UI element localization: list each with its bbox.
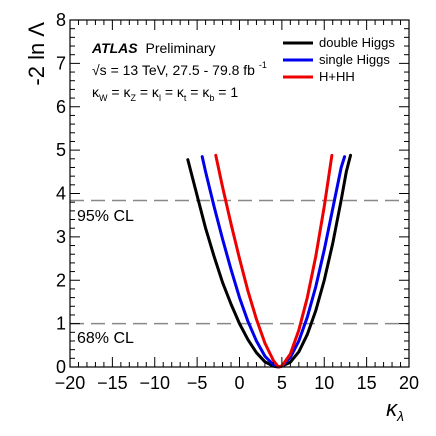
legend: double Higgs single Higgs H+HH	[283, 35, 395, 84]
legend-label-1: single Higgs	[319, 52, 390, 67]
y-tick-label: 1	[56, 314, 66, 334]
y-tick-label: 7	[56, 53, 66, 73]
legend-label-0: double Higgs	[319, 35, 395, 50]
x-tick-label: −20	[55, 373, 86, 393]
y-tick-label: 5	[56, 140, 66, 160]
y-axis-title: -2 ln Λ	[24, 22, 49, 86]
tick-labels: −20 −15 −10 −5 0 5 10 15 20 0 1 2 3 4 5 6 7 8	[55, 10, 419, 393]
y-tick-label: 0	[56, 357, 66, 377]
x-tick-label: 20	[399, 373, 419, 393]
energy-lumi-text: √s = 13 TeV, 27.5 - 79.8 fb	[92, 62, 255, 78]
axis-ticks	[69, 19, 410, 368]
x-tick-label: −5	[187, 373, 208, 393]
x-tick-label: 5	[277, 373, 287, 393]
legend-label-2: H+HH	[319, 69, 355, 84]
y-tick-label: 3	[56, 227, 66, 247]
atlas-label: ATLAS Preliminary	[91, 40, 216, 56]
cl95-label: 95% CL	[77, 208, 134, 225]
x-tick-label: 0	[234, 373, 244, 393]
x-tick-label: −15	[97, 373, 128, 393]
x-tick-label: 15	[357, 373, 377, 393]
atlas-experiment: ATLAS	[91, 40, 138, 56]
x-axis-title-subscript: λ	[396, 408, 404, 424]
y-tick-label: 4	[56, 184, 66, 204]
y-tick-label: 8	[56, 10, 66, 30]
cl68-label: 68% CL	[77, 330, 134, 347]
y-tick-label: 6	[56, 97, 66, 117]
x-tick-label: −10	[139, 373, 170, 393]
atlas-status: Preliminary	[146, 40, 216, 56]
x-tick-label: 10	[314, 373, 334, 393]
energy-lumi-label: √s = 13 TeV, 27.5 - 79.8 fb -1	[92, 60, 267, 78]
y-tick-label: 2	[56, 270, 66, 290]
couplings-label: κW = κZ = κl = κt = κb = 1	[92, 84, 238, 103]
series-line-2	[214, 153, 334, 369]
lumi-superscript: -1	[259, 60, 267, 70]
